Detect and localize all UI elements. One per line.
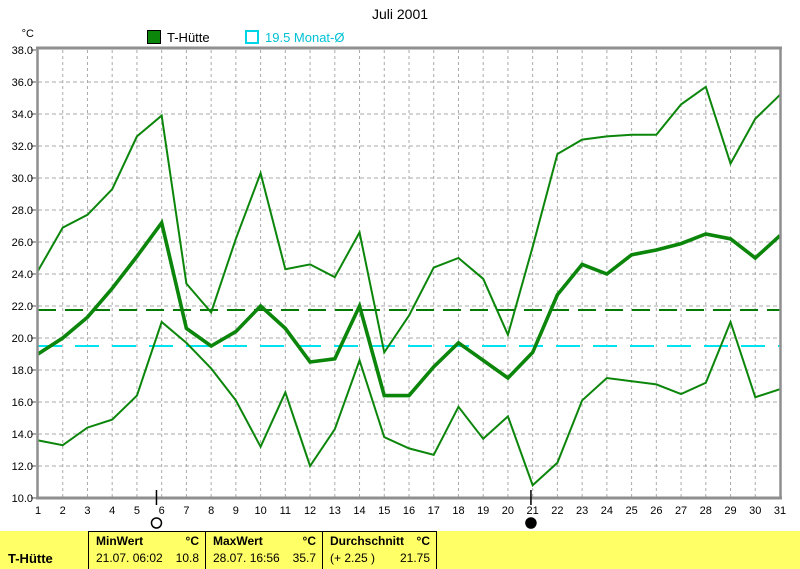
svg-text:1: 1 [35,505,41,517]
svg-text:20: 20 [502,505,514,517]
maxwert-label: MaxWert [213,534,263,548]
y-axis-labels: 38.0 36.0 34.0 32.0 30.0 28.0 26.0 24.0 22.0 20.0… [12,28,36,505]
svg-text:26: 26 [650,505,662,517]
svg-text:27: 27 [675,505,687,517]
maxwert-cell: MaxWert °C 28.07. 16:56 35.7 [205,531,322,569]
status-bar: T-Hütte MinWert °C 21.07. 06:02 10.8 Max… [0,531,800,569]
svg-text:7: 7 [183,505,189,517]
series-line-t-h-tte-maximum [37,85,781,355]
station-name: T-Hütte [8,551,53,566]
svg-text:29: 29 [724,505,736,517]
svg-text:30: 30 [749,505,761,517]
svg-text:20.0: 20.0 [12,333,33,345]
svg-text:2: 2 [60,505,66,517]
svg-text:9: 9 [233,505,239,517]
svg-text:4: 4 [109,505,115,517]
axis-frame [36,46,782,500]
legend-monthly-average-label: 19.5 Monat-Ø [265,29,345,45]
svg-text:17: 17 [428,505,440,517]
svg-text:5: 5 [134,505,140,517]
svg-text:6: 6 [159,505,165,517]
legend-t-huette-label: T-Hütte [167,29,210,45]
svg-text:3: 3 [84,505,90,517]
svg-text:34.0: 34.0 [12,109,33,121]
durchschnitt-unit: °C [416,534,430,548]
svg-text:10.0: 10.0 [12,493,33,505]
svg-text:14.0: 14.0 [12,429,33,441]
durchschnitt-label: Durchschnitt [330,534,405,548]
minwert-datetime: 21.07. 06:02 [96,551,163,565]
svg-text:32.0: 32.0 [12,141,33,153]
svg-text:22.0: 22.0 [12,301,33,313]
svg-text:22: 22 [551,505,563,517]
minwert-value: 10.8 [175,551,199,565]
svg-text:°C: °C [22,28,34,40]
new-moon-marker [525,490,537,529]
svg-text:24: 24 [601,505,613,517]
svg-text:18.0: 18.0 [12,365,33,377]
svg-text:31: 31 [774,505,786,517]
svg-text:10: 10 [254,505,266,517]
svg-text:36.0: 36.0 [12,77,33,89]
maxwert-unit: °C [302,534,316,548]
minwert-cell: MinWert °C 21.07. 06:02 10.8 [88,531,205,569]
x-axis-labels: 1 2 3 4 5 6 7 8 9 10 11 12 13 14 15 16 17 18 19 20 21 22 23 24 2… [35,505,786,517]
maxwert-value: 35.7 [292,551,316,565]
svg-text:23: 23 [576,505,588,517]
durchschnitt-deviation: (+ 2.25 ) [330,551,376,565]
svg-text:13: 13 [329,505,341,517]
svg-text:38.0: 38.0 [12,45,33,57]
series-line-t-h-tte-minimum [37,319,781,487]
svg-text:15: 15 [378,505,390,517]
status-bar-filler [437,531,800,569]
legend-t-huette: T-Hütte [147,29,210,45]
svg-text:21: 21 [527,505,539,517]
chart-title: Juli 2001 [371,6,429,22]
svg-text:8: 8 [208,505,214,517]
t-huette-swatch-icon [147,30,161,44]
svg-text:16.0: 16.0 [12,397,33,409]
svg-text:12.0: 12.0 [12,461,33,473]
legend-monthly-average: 19.5 Monat-Ø [245,29,345,45]
svg-text:30.0: 30.0 [12,173,33,185]
svg-text:14: 14 [353,505,365,517]
maxwert-datetime: 28.07. 16:56 [213,551,280,565]
minwert-label: MinWert [96,534,144,548]
monthly-average-swatch-icon [245,30,259,44]
svg-text:12: 12 [304,505,316,517]
svg-text:16: 16 [403,505,415,517]
svg-text:18: 18 [452,505,464,517]
durchschnitt-cell: Durchschnitt °C (+ 2.25 ) 21.75 [322,531,437,569]
svg-text:28: 28 [700,505,712,517]
svg-text:26.0: 26.0 [12,237,33,249]
y-gridlines [38,81,779,467]
full-moon-marker [150,490,163,529]
series-line-t-h-tte-mittel [37,218,782,398]
svg-text:19: 19 [477,505,489,517]
svg-text:25: 25 [625,505,637,517]
svg-text:11: 11 [280,505,291,517]
durchschnitt-value: 21.75 [399,551,430,565]
minwert-unit: °C [185,534,199,548]
svg-text:28.0: 28.0 [12,205,33,217]
temperature-chart: 38.0 36.0 34.0 32.0 30.0 28.0 26.0 24.0 22.0 20.0… [12,28,786,529]
svg-text:24.0: 24.0 [12,269,33,281]
